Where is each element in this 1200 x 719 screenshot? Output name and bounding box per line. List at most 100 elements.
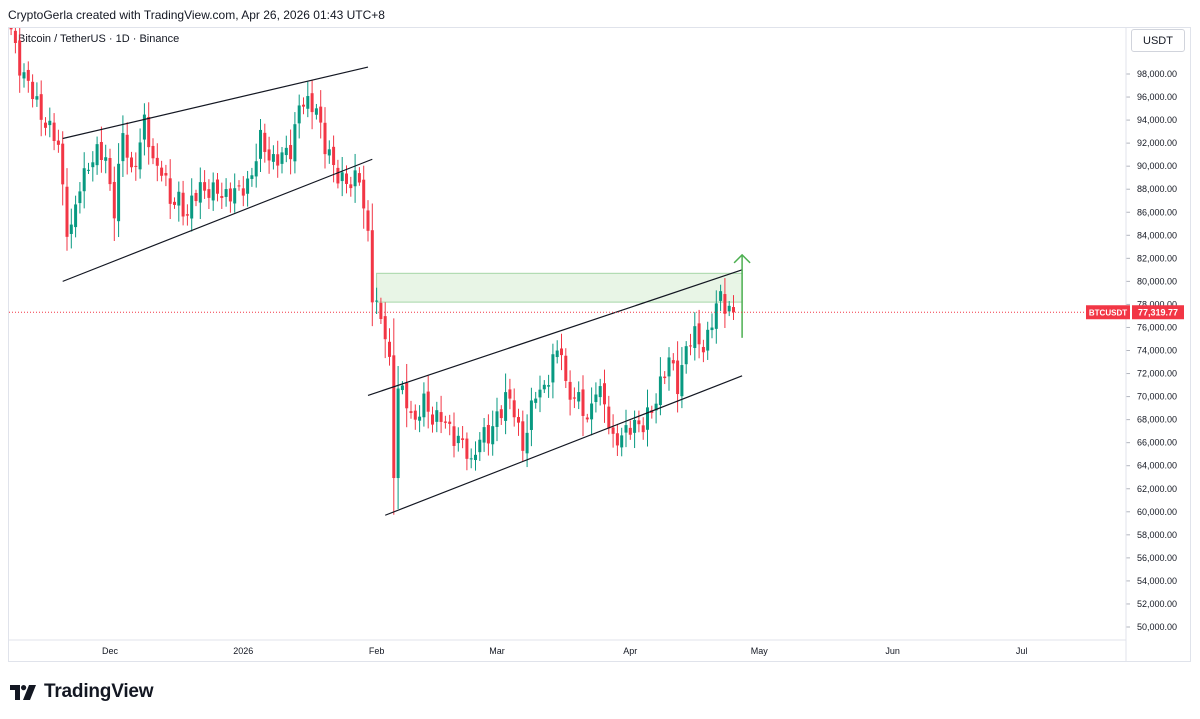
candle [271, 145, 275, 170]
candle [99, 126, 103, 173]
candle [134, 152, 138, 181]
candle [78, 182, 82, 214]
y-tick-label: 90,000.00 [1137, 161, 1177, 171]
candle [259, 118, 262, 173]
candle [69, 208, 73, 249]
trendline-lower-channel-1 [62, 158, 373, 282]
candle [198, 167, 202, 220]
candle [375, 287, 379, 315]
candle [9, 28, 13, 36]
y-tick-label: 66,000.00 [1137, 438, 1177, 448]
candle [185, 204, 189, 226]
candle [624, 409, 628, 448]
candle [714, 290, 718, 344]
candle [719, 284, 723, 311]
candle [577, 381, 581, 410]
candle [482, 417, 486, 452]
x-tick-label: 2026 [233, 646, 253, 656]
candle [314, 103, 318, 120]
candle [572, 387, 576, 409]
candle [529, 387, 533, 447]
chart-attribution: CryptoGerla created with TradingView.com… [8, 8, 385, 22]
candle [542, 380, 546, 394]
candle [568, 370, 572, 416]
candle [125, 122, 129, 175]
candle [641, 417, 645, 440]
candle [13, 28, 17, 54]
y-tick-label: 74,000.00 [1137, 346, 1177, 356]
candle [469, 448, 473, 469]
candle [508, 378, 512, 410]
candle [241, 176, 245, 207]
trendline-upper-channel-1 [62, 66, 369, 140]
candle [181, 180, 185, 226]
y-tick-label: 80,000.00 [1137, 276, 1177, 286]
y-tick-label: 52,000.00 [1137, 599, 1177, 609]
candle [611, 414, 615, 448]
candle [598, 378, 602, 406]
candle [534, 391, 538, 409]
candle [671, 353, 675, 371]
symbol-tag-text: BTCUSDT [1089, 308, 1127, 317]
y-tick-label: 62,000.00 [1137, 484, 1177, 494]
candle [357, 167, 361, 186]
candle [35, 82, 39, 107]
x-tick-label: Jun [885, 646, 900, 656]
candle [521, 410, 525, 462]
candle [112, 166, 116, 241]
last-price-tag: 77,319.77 [1132, 305, 1184, 320]
x-tick-label: Apr [623, 646, 637, 656]
candle [310, 80, 314, 130]
last-price-value: 77,319.77 [1138, 307, 1178, 317]
candle [254, 143, 258, 188]
target-zone-layer [376, 272, 743, 303]
candle [405, 363, 409, 428]
candle [547, 374, 551, 398]
y-tick-label: 78,000.00 [1137, 299, 1177, 309]
price-tags: BTCUSDT 77,319.77 [1086, 305, 1184, 320]
candle [39, 80, 43, 137]
candle [220, 182, 224, 209]
x-tick-label: May [751, 646, 769, 656]
candle [237, 180, 241, 191]
candle [435, 401, 439, 433]
candle [413, 404, 417, 430]
candle [637, 410, 641, 433]
x-tick-label: Mar [489, 646, 505, 656]
candle [628, 420, 632, 440]
candle [56, 129, 60, 153]
y-axis: 50,000.00 52,000.00 54,000.00 56,000.00 58,0… [1125, 28, 1177, 661]
candle [26, 61, 30, 93]
candle [646, 389, 649, 447]
candle [379, 297, 383, 324]
y-tick-label: 86,000.00 [1137, 207, 1177, 217]
candle [52, 113, 56, 151]
candle [327, 140, 331, 164]
candle [426, 375, 430, 429]
candle [87, 162, 90, 175]
candle [465, 432, 469, 471]
candle [306, 81, 310, 118]
candle [117, 143, 121, 238]
y-tick-label: 60,000.00 [1137, 507, 1177, 517]
candle [276, 140, 280, 178]
candle [284, 135, 288, 163]
candle [370, 203, 374, 327]
candle [297, 94, 301, 139]
x-tick-label: Jul [1016, 646, 1028, 656]
candle [22, 63, 26, 88]
y-tick-label: 64,000.00 [1137, 461, 1177, 471]
chart-frame [8, 27, 1191, 662]
candle [564, 348, 568, 389]
currency-selector-button[interactable]: USDT [1131, 29, 1185, 52]
candle [409, 400, 413, 419]
candle [594, 382, 598, 413]
candle [499, 405, 503, 425]
candle [431, 406, 434, 433]
candle [452, 412, 456, 458]
candle [517, 408, 520, 436]
candle [512, 388, 516, 427]
trendline-layer [62, 66, 743, 516]
candle [207, 179, 211, 210]
